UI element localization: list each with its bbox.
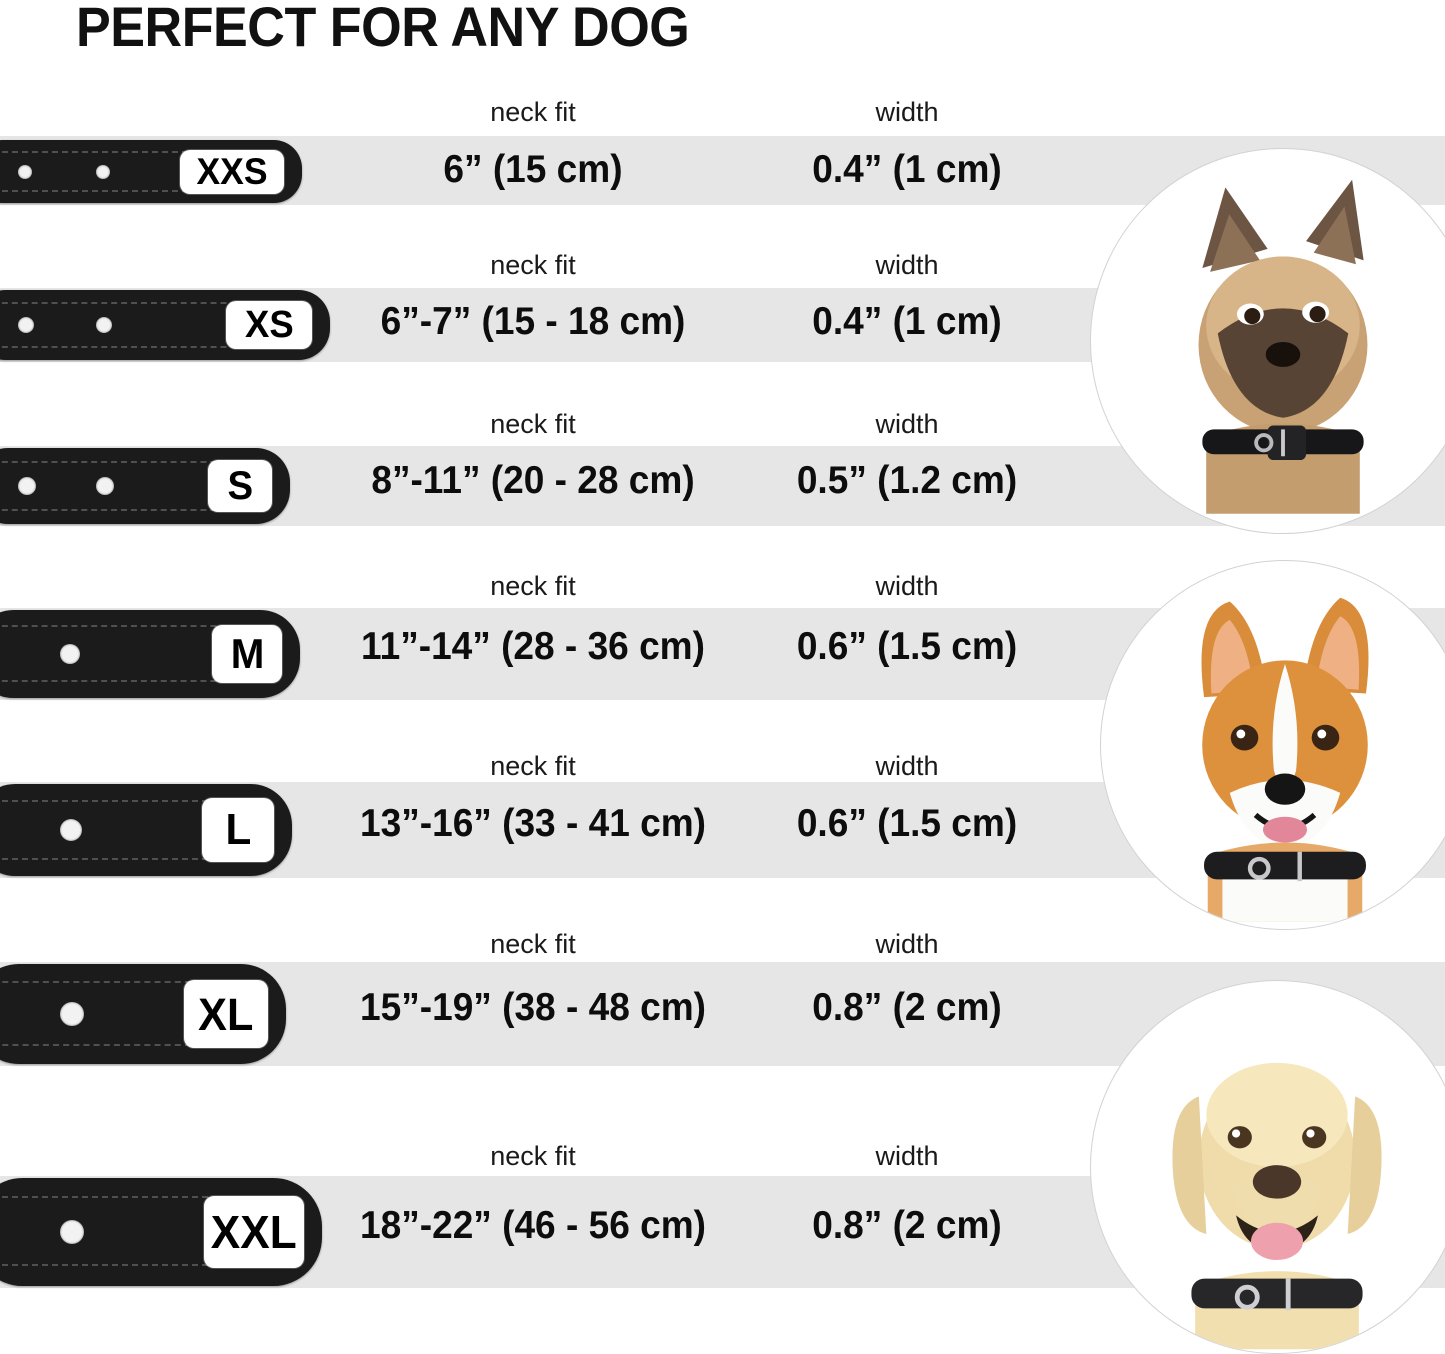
neck-fit-value: 6”-7” (15 - 18 cm): [380, 300, 686, 343]
stitch-line: [0, 981, 262, 983]
width-column-header: width: [875, 409, 939, 439]
collar-strap-xxs: XXS: [0, 140, 302, 203]
small-dog-photo: [1090, 148, 1445, 534]
width-column-header: width: [875, 751, 939, 781]
neck-fit-value: 13”-16” (33 - 41 cm): [360, 802, 706, 845]
size-tag-label: XXS: [196, 151, 268, 192]
stitch-line: [0, 302, 306, 304]
stitch-line: [0, 1196, 298, 1198]
width-value: 0.6” (1.5 cm): [796, 625, 1018, 668]
stitch-line: [0, 858, 268, 860]
width-value: 0.4” (1 cm): [812, 148, 1002, 191]
size-tag-label: L: [225, 805, 251, 854]
width-value: 0.4” (1 cm): [812, 300, 1002, 343]
collar-strap-xxl: XXL: [0, 1178, 322, 1286]
width-value: 0.6” (1.5 cm): [796, 802, 1018, 845]
size-tag-s: S: [208, 460, 272, 512]
size-tag-l: L: [202, 798, 274, 862]
collar-strap-s: S: [0, 448, 290, 524]
size-tag-label: XXL: [211, 1206, 297, 1258]
width-value: 0.5” (1.2 cm): [796, 459, 1018, 502]
size-tag-xl: XL: [184, 980, 268, 1048]
neck-fit-column-header: neck fit: [490, 97, 576, 127]
neck-fit-value: 15”-19” (38 - 48 cm): [360, 986, 706, 1029]
neck-fit-column-header: neck fit: [490, 1141, 576, 1171]
stitch-line: [0, 800, 268, 802]
neck-fit-value: 18”-22” (46 - 56 cm): [360, 1204, 706, 1247]
stitch-line: [0, 1264, 298, 1266]
stitch-line: [0, 509, 266, 511]
collar-strap-xl: XL: [0, 964, 286, 1064]
stitch-line: [0, 625, 276, 627]
collar-strap-l: L: [0, 784, 292, 876]
width-column-header: width: [875, 250, 939, 280]
width-value: 0.8” (2 cm): [812, 986, 1002, 1029]
stitch-line: [0, 151, 278, 153]
neck-fit-value: 11”-14” (28 - 36 cm): [361, 625, 705, 668]
size-tag-label: XL: [198, 988, 254, 1040]
neck-fit-column-header: neck fit: [490, 751, 576, 781]
size-tag-xxs: XXS: [180, 149, 284, 194]
width-column-header: width: [875, 1141, 939, 1171]
dog-portrait-illustration: [1101, 561, 1445, 929]
collar-strap-m: M: [0, 610, 300, 698]
neck-fit-column-header: neck fit: [490, 571, 576, 601]
neck-fit-column-header: neck fit: [490, 929, 576, 959]
collar-hole: [96, 164, 110, 179]
width-column-header: width: [875, 97, 939, 127]
width-value: 0.8” (2 cm): [812, 1204, 1002, 1247]
collar-hole: [96, 317, 112, 333]
collar-hole: [60, 644, 80, 664]
size-tag-xs: XS: [226, 301, 312, 349]
size-tag-label: XS: [244, 304, 294, 346]
collar-hole: [18, 164, 32, 179]
page-title: PERFECT FOR ANY DOG: [76, 0, 690, 58]
size-tag-m: M: [212, 625, 282, 683]
width-column-header: width: [875, 929, 939, 959]
neck-fit-value: 6” (15 cm): [443, 148, 623, 191]
neck-fit-column-header: neck fit: [490, 250, 576, 280]
collar-hole: [60, 819, 82, 841]
collar-hole: [60, 1002, 84, 1026]
collar-hole: [18, 317, 34, 333]
neck-fit-column-header: neck fit: [490, 409, 576, 439]
stitch-line: [0, 461, 266, 463]
stitch-line: [0, 346, 306, 348]
collar-hole: [18, 477, 36, 495]
collar-hole: [60, 1220, 84, 1244]
dog-portrait-illustration: [1091, 149, 1445, 533]
neck-fit-value: 8”-11” (20 - 28 cm): [371, 459, 695, 502]
dog-portrait-illustration: [1091, 981, 1445, 1353]
collar-strap-xs: XS: [0, 290, 330, 360]
stitch-line: [0, 190, 278, 192]
size-tag-label: S: [227, 464, 253, 508]
stitch-line: [0, 680, 276, 682]
size-tag-xxl: XXL: [204, 1196, 304, 1268]
collar-hole: [96, 477, 114, 495]
size-tag-label: M: [230, 630, 264, 677]
stitch-line: [0, 1044, 262, 1046]
large-dog-photo: [1090, 980, 1445, 1354]
width-column-header: width: [875, 571, 939, 601]
medium-dog-photo: [1100, 560, 1445, 930]
